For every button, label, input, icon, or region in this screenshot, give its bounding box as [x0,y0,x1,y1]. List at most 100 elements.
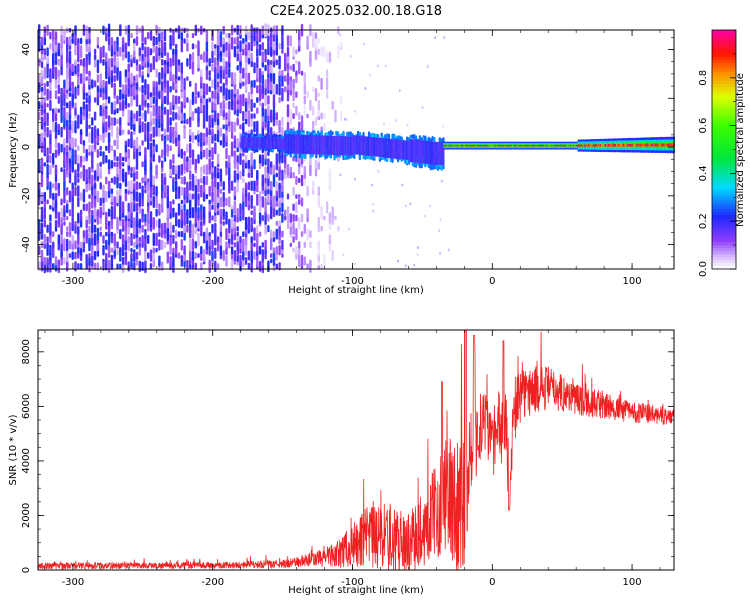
spectrogram-cell [289,171,292,179]
spectrogram-cell [135,202,139,212]
spectrogram-cell [298,152,301,158]
spectrogram-cell [216,167,220,172]
spectrogram-cell [169,57,172,68]
spectrogram-cell [208,244,211,256]
spectrogram-cell [43,48,46,56]
spectrogram-cell [130,172,133,178]
spectrogram-cell [239,74,242,84]
spectrogram-cell [606,143,608,147]
spectrogram-cell [661,143,664,147]
spectrogram-cell [155,219,158,228]
spectrogram-cell [138,47,141,56]
spectrogram-cell [347,227,350,231]
spectrogram-cell [214,47,217,56]
spectrogram-cell [152,117,155,126]
colorbar-strip [712,131,736,136]
spectrogram-cell [161,239,164,250]
spectrogram-cell [269,137,272,149]
spectrogram-cell [216,117,220,126]
spectrogram-cell [183,119,186,124]
spectrogram-cell [138,244,141,256]
spectrogram-cell [632,143,635,147]
colorbar-strip [712,236,736,240]
spectrogram-cell [375,137,378,157]
spectrogram-cell [230,205,234,210]
colorbar-strip [712,251,736,255]
spectrogram-cell [49,142,52,155]
spectrogram-cell [200,184,203,198]
spectrogram-cell [191,250,195,261]
spectrogram-cell [272,164,276,175]
spectrogram-cell [272,73,276,85]
spectrogram-cell [328,234,332,245]
colorbar-strip [712,164,736,169]
spectrogram-cell [202,206,206,220]
spectrogram-cell [119,186,122,196]
spectrogram-cell [197,253,200,258]
spectrogram-cell [325,51,329,64]
spectrogram-cell [247,42,251,51]
spectrogram-cell [272,231,276,237]
spectrogram-cell [202,249,206,263]
spectrogram-cell [152,80,155,87]
spectrogram-cell [549,144,551,147]
spectrogram-cell [189,128,192,136]
spectrogram-cell [38,74,41,83]
spectrogram-cell [208,58,211,67]
spectrogram-cell [68,92,72,97]
spectrogram-cell [121,218,125,228]
spectrogram-cell [307,134,310,155]
spectrogram-cell [286,193,290,200]
spectrogram-cell [256,232,259,247]
spectrogram-cell [77,114,80,129]
spectrogram-cell [158,127,161,137]
spectrogram-cell [166,144,169,153]
spectrogram-cell [253,121,256,133]
spectrogram-cell [253,251,256,260]
spectrogram-cell [214,57,217,68]
spectrogram-cell [180,186,183,196]
spectrogram-cell [300,231,304,238]
spectrogram-cell [74,186,77,197]
spectrogram-cell [264,177,267,184]
spectrogram-cell [443,36,446,39]
spectrogram-cell [74,261,77,272]
spectrogram-cell [180,163,183,176]
spectrogram-cell [275,246,278,255]
spectrogram-cell [225,241,228,249]
spectrogram-cell [335,135,338,156]
spectrogram-cell [88,37,91,45]
spectrogram-cell [289,213,292,223]
spectrogram-cell [147,136,150,150]
spectrogram-cell [186,224,189,233]
colorbar-gradient [712,30,736,270]
colorbar-strip [712,62,736,67]
spectrogram-cell [369,73,371,77]
spectrogram-cell [57,234,60,245]
spectrogram-cell [194,44,197,49]
spectrogram-x-tick-label: 100 [623,276,642,287]
spectrogram-cell [68,209,72,217]
spectrogram-cell [180,62,183,74]
spectrogram-cell [253,180,256,192]
spectrogram-cell [189,159,192,170]
spectrogram-cell [99,145,102,151]
spectrogram-x-tick-label: -300 [62,276,85,287]
spectrogram-cell [334,109,337,123]
spectrogram-cell [267,214,270,222]
spectrogram-cell [304,134,307,155]
snr-y-tick-label: 0 [21,567,32,573]
spectrogram-cell [99,226,102,231]
spectrogram-cell [124,188,128,194]
spectrogram-cell [230,180,234,191]
spectrogram-cell [289,65,292,71]
spectrogram-cell [256,120,259,133]
spectrogram-cell [141,140,144,146]
spectrogram-cell [331,135,334,156]
spectrogram-cell [194,184,197,199]
spectrogram-cell [577,144,580,147]
spectrogram-cell [239,203,242,212]
spectrogram-cell [262,137,265,149]
spectrogram-cell [38,182,41,190]
spectrogram-cell [144,213,147,223]
